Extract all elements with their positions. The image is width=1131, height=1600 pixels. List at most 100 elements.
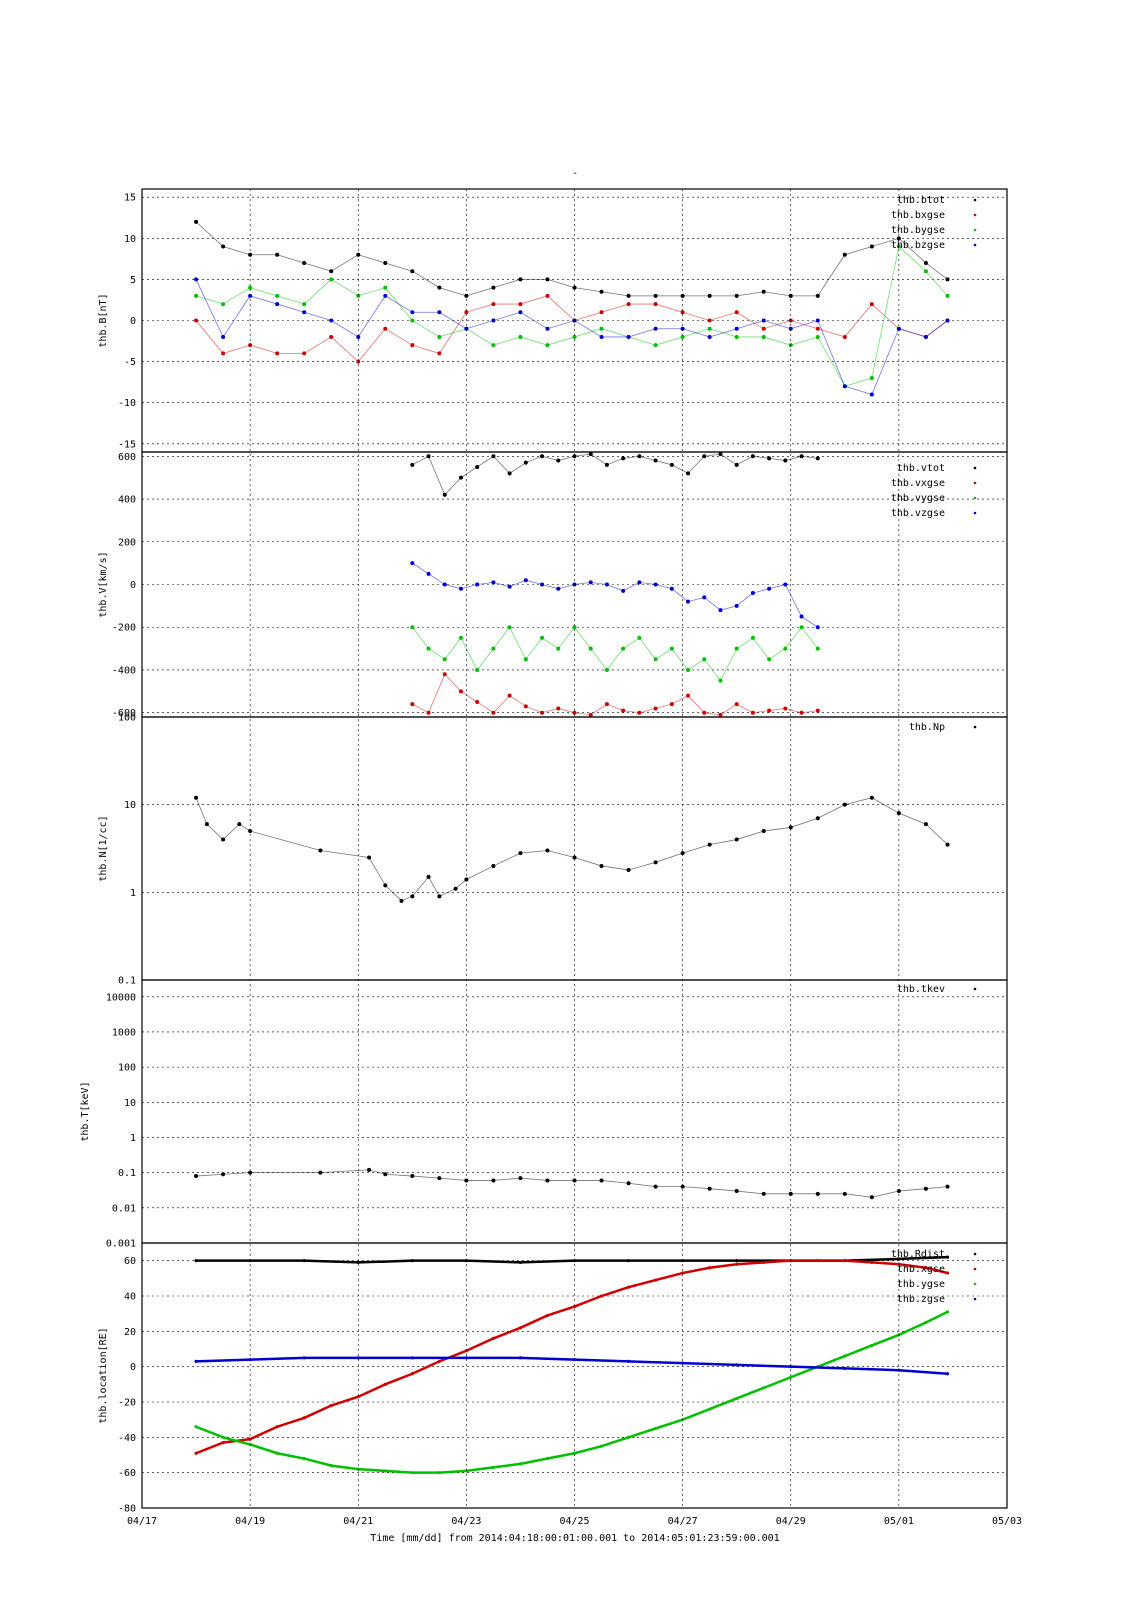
data-point — [762, 1386, 766, 1390]
data-point — [545, 1313, 550, 1318]
legend: thb.tkev — [897, 984, 977, 995]
y-tick-label: 1 — [130, 1133, 136, 1144]
data-point — [762, 1260, 766, 1265]
data-point — [545, 1456, 550, 1461]
x-tick-label: 04/19 — [235, 1516, 265, 1527]
y-tick-label: 0 — [130, 1362, 136, 1373]
y-tick-label: -15 — [118, 439, 136, 450]
y-tick-label: -20 — [118, 1398, 136, 1409]
data-point — [302, 1259, 306, 1263]
y-tick-label: -400 — [112, 665, 136, 676]
data-point — [221, 1441, 225, 1445]
x-tick-label: 04/25 — [559, 1516, 589, 1527]
legend-marker — [973, 725, 977, 729]
y-tick-label: -5 — [124, 357, 136, 368]
series-thb-bygse — [194, 244, 950, 389]
y-axis-label: thb.N[1/cc] — [98, 815, 109, 881]
series-trace — [195, 221, 948, 297]
series-trace — [411, 626, 819, 682]
legend-label: thb.ygse — [897, 1279, 945, 1290]
panel-3: 0.1 1 10 100 thb.N[1/cc] thb.Np — [98, 713, 1008, 987]
x-tick-label: 04/29 — [776, 1516, 806, 1527]
data-point — [843, 1259, 847, 1263]
data-point — [221, 1435, 225, 1439]
series-thb-ygse — [194, 1310, 950, 1475]
legend-label: thb.btot — [897, 195, 945, 206]
y-tick-label: 0.1 — [118, 1168, 136, 1179]
legend-label: thb.bzgse — [891, 240, 945, 251]
y-axis-label: thb.location[RE] — [98, 1327, 109, 1423]
y-tick-label: 5 — [130, 275, 136, 286]
x-tick-label: 05/01 — [884, 1516, 914, 1527]
data-point — [275, 1451, 279, 1455]
x-tick-label: 04/23 — [451, 1516, 481, 1527]
series-line — [195, 1310, 949, 1474]
series-trace — [195, 279, 948, 395]
legend-label: thb.bxgse — [891, 210, 945, 221]
series-trace — [196, 1169, 948, 1198]
y-tick-label: -10 — [118, 398, 136, 409]
legend-marker — [973, 987, 977, 991]
y-tick-label: 1 — [130, 888, 136, 899]
legend-marker — [973, 496, 977, 500]
series-thb-vxgse — [410, 672, 820, 717]
data-point — [735, 1363, 739, 1367]
data-point — [626, 1435, 631, 1439]
data-point — [789, 1375, 793, 1379]
series-thb-Np — [194, 795, 950, 903]
panel-1: -15 -10 -5 0 5 10 15 thb.B[nT] thb.btot thb.bxgse… — [98, 188, 1008, 453]
series-trace — [195, 245, 948, 387]
data-point — [356, 1395, 360, 1399]
data-point — [329, 1403, 333, 1408]
data-point — [464, 1356, 468, 1360]
data-point — [626, 1259, 631, 1263]
y-tick-label: 10 — [124, 234, 136, 245]
figure-title: - — [572, 168, 578, 179]
legend-marker — [973, 243, 977, 247]
y-tick-label: 10 — [124, 800, 136, 811]
data-point — [302, 1416, 306, 1420]
legend-marker — [973, 213, 977, 217]
y-axis-label: thb.V[km/s] — [98, 551, 109, 617]
data-point — [572, 1451, 577, 1455]
legend-label: thb.bygse — [891, 225, 945, 236]
series-thb-tkev — [194, 1167, 950, 1200]
legend-label: thb.Rdist — [891, 1249, 945, 1260]
data-point — [945, 1255, 950, 1259]
series-thb-vtot — [410, 452, 820, 497]
data-point — [945, 1271, 950, 1275]
data-point — [194, 1359, 198, 1363]
y-tick-label: 0 — [130, 316, 136, 327]
data-point — [843, 1354, 847, 1358]
y-tick-label: 20 — [124, 1327, 136, 1338]
y-tick-label: 400 — [118, 495, 136, 506]
y-tick-label: 60 — [124, 1256, 136, 1267]
data-point — [653, 1278, 658, 1282]
data-point — [383, 1469, 387, 1473]
legend-marker — [973, 198, 977, 202]
data-point — [843, 1366, 847, 1371]
y-tick-label: 0.001 — [106, 1239, 136, 1250]
series-thb-vzgse — [410, 561, 820, 630]
legend-marker — [973, 481, 977, 485]
data-point — [356, 1356, 360, 1360]
data-point — [945, 1310, 950, 1314]
legend-label: thb.xgse — [897, 1264, 945, 1275]
data-point — [870, 1343, 874, 1348]
panel-5: -80 -60 -40 -20 0 20 40 60 thb.location[RE] thb.R… — [98, 1242, 1008, 1515]
legend-marker — [973, 1282, 977, 1286]
data-point — [329, 1464, 333, 1468]
legend-marker — [973, 1267, 977, 1271]
data-point — [302, 1356, 306, 1360]
data-point — [437, 1359, 441, 1363]
data-point — [870, 1260, 874, 1265]
y-tick-label: 10 — [124, 1098, 136, 1109]
data-point — [410, 1372, 414, 1376]
data-point — [708, 1266, 712, 1270]
data-point — [681, 1271, 685, 1275]
data-point — [653, 1426, 658, 1431]
y-axis-label: thb.T[keV] — [80, 1081, 91, 1141]
data-point — [518, 1356, 523, 1360]
data-point — [410, 1471, 414, 1475]
